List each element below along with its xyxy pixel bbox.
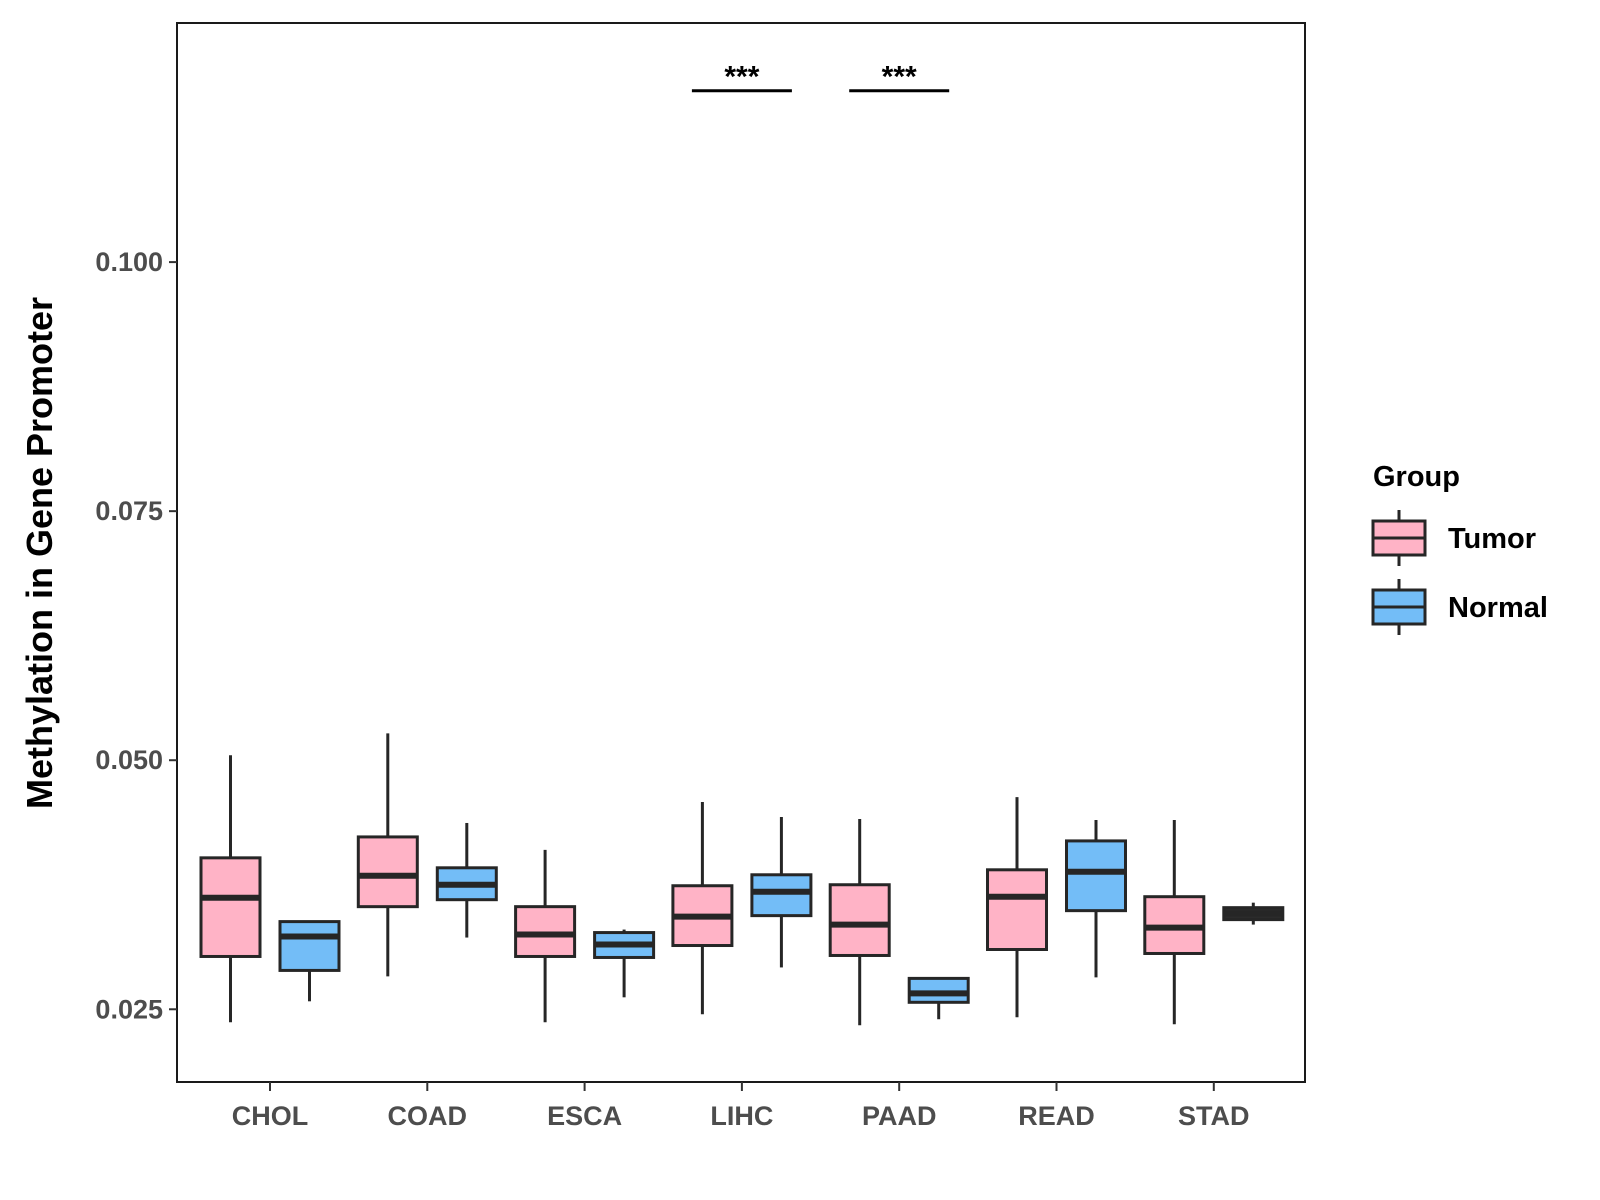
y-axis-title: Methylation in Gene Promoter bbox=[19, 297, 60, 809]
box-tumor-lihc bbox=[671, 802, 734, 1015]
x-tick-label: STAD bbox=[1178, 1101, 1250, 1131]
x-tick-label: PAAD bbox=[862, 1101, 937, 1131]
box-tumor-stad bbox=[1143, 819, 1206, 1025]
y-tick-label: 0.075 bbox=[95, 496, 163, 526]
significance-annotations: *** *** bbox=[691, 61, 950, 94]
box-tumor-coad bbox=[356, 733, 419, 977]
legend: Group Tumor Normal bbox=[1371, 461, 1548, 635]
legend-item-normal: Normal bbox=[1371, 579, 1548, 635]
box-tumor-chol bbox=[199, 755, 262, 1023]
significance-label: *** bbox=[882, 61, 917, 94]
significance-label: *** bbox=[724, 61, 759, 94]
box-iqr bbox=[1065, 839, 1127, 913]
legend-item-tumor: Tumor bbox=[1371, 510, 1536, 566]
y-tick-label: 0.050 bbox=[95, 745, 163, 775]
y-tick-label: 0.100 bbox=[95, 247, 163, 277]
x-tick-label: COAD bbox=[388, 1101, 468, 1131]
box-iqr bbox=[750, 873, 813, 918]
x-tick-label: CHOL bbox=[232, 1101, 309, 1131]
y-tick-label: 0.025 bbox=[95, 994, 163, 1024]
x-tick-label: LIHC bbox=[710, 1101, 773, 1131]
box-tumor-paad bbox=[828, 818, 891, 1026]
box-normal-chol bbox=[278, 920, 341, 1002]
legend-title: Group bbox=[1373, 461, 1460, 493]
box-normal-paad bbox=[907, 976, 970, 1020]
box-iqr bbox=[356, 835, 419, 909]
box-normal-esca bbox=[593, 929, 656, 998]
legend-label: Normal bbox=[1448, 592, 1548, 624]
x-axis: CHOL COAD ESCA LIHC PAAD READ STAD bbox=[232, 1082, 1250, 1131]
box-tumor-read bbox=[986, 797, 1048, 1018]
box-iqr bbox=[278, 920, 341, 972]
plot-panel bbox=[176, 22, 1306, 1083]
box-normal-coad bbox=[435, 822, 498, 938]
y-axis: 0.025 0.050 0.075 0.100 bbox=[95, 247, 177, 1024]
box-normal-read bbox=[1065, 819, 1127, 978]
legend-label: Tumor bbox=[1448, 523, 1536, 555]
box-iqr bbox=[199, 856, 262, 958]
box-normal-lihc bbox=[750, 817, 813, 968]
box-iqr bbox=[828, 883, 891, 957]
box-normal-stad bbox=[1222, 902, 1285, 925]
box-iqr bbox=[986, 868, 1048, 952]
boxes-layer bbox=[199, 733, 1285, 1026]
box-tumor-esca bbox=[514, 849, 577, 1023]
x-tick-label: READ bbox=[1018, 1101, 1095, 1131]
x-tick-label: ESCA bbox=[547, 1101, 622, 1131]
